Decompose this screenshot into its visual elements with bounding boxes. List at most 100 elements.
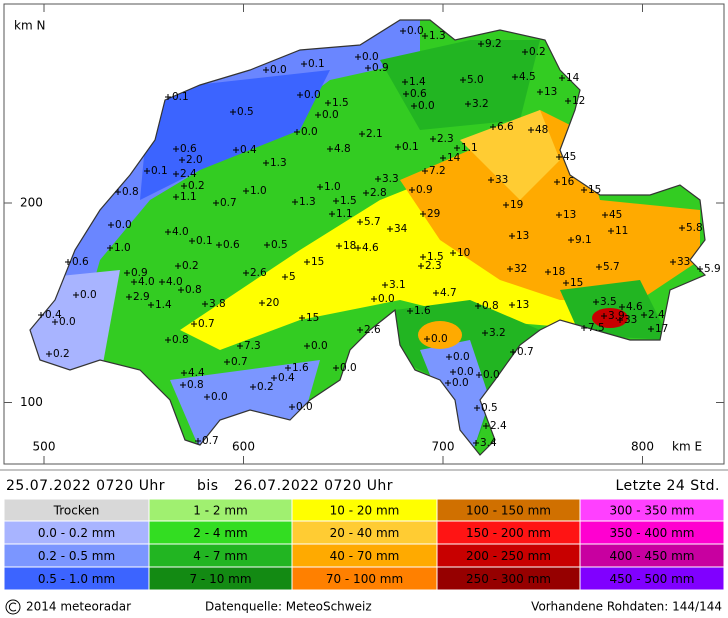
station-marker <box>148 302 154 308</box>
station-marker <box>173 146 179 152</box>
station-value: 2.0 <box>186 154 203 166</box>
station-marker <box>375 176 381 182</box>
station-value: 5 <box>289 271 296 283</box>
station-marker <box>329 211 335 217</box>
station-marker <box>537 89 543 95</box>
station-value: 2.9 <box>133 291 150 303</box>
legend-label: 0.0 - 0.2 mm <box>38 526 115 540</box>
station-value: 1.0 <box>250 185 267 197</box>
station-value: 0.0 <box>301 126 318 138</box>
station-marker <box>365 65 371 71</box>
station-value: 0.9 <box>372 62 389 74</box>
station-marker <box>315 112 321 118</box>
station-value: 17 <box>655 323 668 335</box>
station-value: 15 <box>311 256 324 268</box>
station-value: 1.5 <box>427 251 444 263</box>
station-value: 5.8 <box>686 222 703 234</box>
station-marker <box>297 92 303 98</box>
station-value: 9.2 <box>485 38 502 50</box>
x-axis-label: km E <box>672 440 702 454</box>
station-marker <box>294 129 300 135</box>
station-marker <box>409 187 415 193</box>
station-marker <box>581 187 587 193</box>
station-value: 0.1 <box>151 165 168 177</box>
copyright-icon <box>5 599 21 615</box>
station-marker <box>593 299 599 305</box>
station-value: 0.0 <box>340 362 357 374</box>
station-value: 0.9 <box>416 184 433 196</box>
station-marker <box>159 279 165 285</box>
station-value: 11 <box>615 225 628 237</box>
station-value: 0.8 <box>122 186 139 198</box>
station-value: 3.1 <box>389 279 406 291</box>
station-marker <box>670 259 676 265</box>
station-marker <box>418 263 424 269</box>
x-tick-label: 500 <box>33 440 56 454</box>
station-value: 3.8 <box>209 298 226 310</box>
station-marker <box>165 337 171 343</box>
station-value: 45 <box>563 151 576 163</box>
station-marker <box>333 198 339 204</box>
station-value: 0.0 <box>311 340 328 352</box>
station-marker <box>545 269 551 275</box>
station-value: 4.5 <box>519 71 536 83</box>
station-value: 1.4 <box>409 76 426 88</box>
x-tick-label: 700 <box>432 440 455 454</box>
station-value: 2.4 <box>490 420 507 432</box>
station-value: 12 <box>572 95 585 107</box>
station-value: 0.8 <box>185 284 202 296</box>
station-value: 7.2 <box>429 165 446 177</box>
station-marker <box>601 313 607 319</box>
station-value: 1.3 <box>270 157 287 169</box>
station-marker <box>264 242 270 248</box>
station-value: 0.2 <box>188 180 205 192</box>
station-marker <box>108 222 114 228</box>
station-value: 0.0 <box>211 391 228 403</box>
stations: 0.0 1.39.20.20.00.90.10.00.11.4 5.0 4.5 1413… <box>38 25 721 449</box>
y-tick-label: 200 <box>20 196 43 210</box>
station-value: 1.0 <box>114 242 131 254</box>
station-value: 0.4 <box>240 144 257 156</box>
station-marker <box>475 303 481 309</box>
station-value: 2.3 <box>437 133 454 145</box>
copyright-icon-c <box>8 602 17 612</box>
station-value: 1.3 <box>429 30 446 42</box>
station-marker <box>181 370 187 376</box>
station-value: 4.8 <box>334 143 351 155</box>
station-value: 3.5 <box>600 296 617 308</box>
station-marker <box>165 229 171 235</box>
station-marker <box>503 202 509 208</box>
station-value: 18 <box>552 266 565 278</box>
station-marker <box>216 242 222 248</box>
station-value: 45 <box>609 209 622 221</box>
station-value: 0.0 <box>59 316 76 328</box>
station-marker <box>46 351 52 357</box>
station-marker <box>556 212 562 218</box>
station-value: 1.5 <box>340 195 357 207</box>
station-marker <box>195 438 201 444</box>
station-marker <box>175 263 181 269</box>
station-value: 0.0 <box>296 401 313 413</box>
legend-label: 0.5 - 1.0 mm <box>38 572 115 586</box>
station-value: 4.6 <box>626 301 643 313</box>
station-value: 13 <box>516 299 529 311</box>
station-value: 15 <box>306 312 319 324</box>
station-marker <box>474 405 480 411</box>
station-value: 0.8 <box>482 300 499 312</box>
station-value: 4.0 <box>166 276 183 288</box>
station-value: 0.7 <box>517 346 534 358</box>
legend-label: 70 - 100 mm <box>326 572 403 586</box>
station-marker <box>204 394 210 400</box>
station-marker <box>424 336 430 342</box>
station-marker <box>476 372 482 378</box>
station-marker <box>559 75 565 81</box>
station-marker <box>38 312 44 318</box>
station-value: 5.7 <box>364 216 381 228</box>
station-marker <box>465 101 471 107</box>
legend-label: Trocken <box>53 504 100 518</box>
station-marker <box>333 365 339 371</box>
station-marker <box>230 109 236 115</box>
station-marker <box>450 250 456 256</box>
legend-label: 7 - 10 mm <box>189 572 251 586</box>
legend: Trocken 0.0 - 0.2 mm 0.2 - 0.5 mm 0.5 - 1.0… <box>3 498 725 591</box>
